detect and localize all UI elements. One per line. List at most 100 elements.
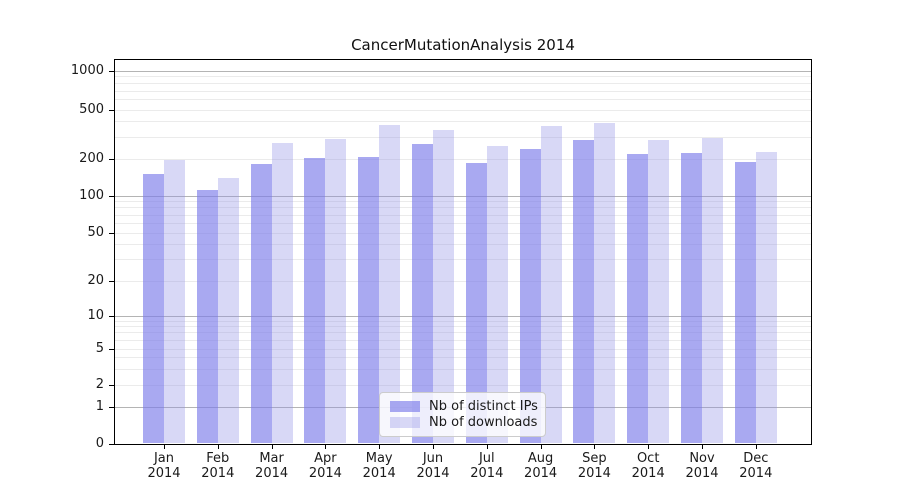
legend-swatch bbox=[390, 417, 420, 429]
gridline-minor bbox=[115, 201, 811, 202]
x-tick-label: Oct 2014 bbox=[620, 451, 676, 481]
x-tick-label: Jun 2014 bbox=[405, 451, 461, 481]
x-tick-year: 2014 bbox=[255, 466, 289, 481]
bar-downloads bbox=[755, 152, 777, 443]
bar-downloads bbox=[217, 178, 239, 443]
gridline-minor bbox=[115, 340, 811, 341]
x-tick-mark bbox=[540, 445, 542, 449]
gridline-minor bbox=[115, 207, 811, 208]
y-tick-label: 2 bbox=[95, 377, 104, 392]
gridline-minor bbox=[115, 83, 811, 84]
x-tick-month: Mar bbox=[259, 451, 284, 466]
x-tick-mark bbox=[702, 445, 703, 449]
bar-downloads bbox=[379, 125, 401, 443]
bar-distinct-ips bbox=[627, 154, 649, 443]
x-tick-year: 2014 bbox=[524, 466, 558, 481]
x-tick-month: Aug bbox=[527, 451, 554, 466]
bar-distinct-ips bbox=[519, 148, 541, 443]
x-tick-year: 2014 bbox=[416, 466, 450, 481]
legend-label: Nb of downloads bbox=[429, 415, 538, 431]
x-tick-mark bbox=[433, 445, 434, 449]
x-tick-month: Sep bbox=[582, 451, 607, 466]
x-tick-month: Jun bbox=[422, 451, 444, 466]
y-tick-label: 1 bbox=[95, 399, 104, 414]
y-tick-label: 5 bbox=[95, 341, 104, 356]
legend: Nb of distinct IPs Nb of downloads bbox=[379, 392, 546, 437]
y-tick-label: 200 bbox=[79, 151, 104, 166]
legend-entry: Nb of distinct IPs bbox=[390, 398, 538, 415]
x-tick-month: May bbox=[365, 451, 393, 466]
x-tick-label: Nov 2014 bbox=[674, 451, 730, 481]
y-tick-mark bbox=[109, 407, 114, 408]
gridline-minor bbox=[115, 110, 811, 111]
bar-downloads bbox=[594, 123, 616, 443]
x-tick-mark bbox=[648, 445, 650, 449]
x-tick-label: Mar 2014 bbox=[244, 451, 300, 481]
y-tick-mark bbox=[109, 159, 114, 160]
x-tick-month: Nov bbox=[689, 451, 715, 466]
x-tick-mark bbox=[325, 445, 327, 449]
x-tick-mark bbox=[486, 445, 488, 449]
gridline-minor bbox=[115, 215, 811, 216]
bar-downloads bbox=[164, 159, 185, 443]
gridline-major bbox=[115, 71, 811, 72]
bar-downloads bbox=[540, 126, 562, 443]
x-tick-label: Sep 2014 bbox=[566, 451, 622, 481]
bar-distinct-ips bbox=[573, 140, 595, 443]
x-tick-year: 2014 bbox=[577, 466, 611, 481]
gridline-minor bbox=[115, 244, 811, 245]
x-tick-mark bbox=[755, 445, 757, 449]
y-tick-label: 500 bbox=[79, 102, 104, 117]
gridline-minor bbox=[115, 357, 811, 358]
y-tick-label: 0 bbox=[95, 436, 104, 451]
bar-distinct-ips bbox=[358, 156, 380, 443]
bar-downloads bbox=[702, 137, 723, 443]
bar-distinct-ips bbox=[465, 163, 487, 443]
x-tick-label: Apr 2014 bbox=[297, 451, 353, 481]
y-tick-label: 50 bbox=[87, 225, 104, 240]
x-tick-mark bbox=[164, 445, 165, 449]
y-tick-label: 10 bbox=[87, 308, 104, 323]
bar-distinct-ips bbox=[412, 144, 433, 443]
x-tick-month: Oct bbox=[636, 451, 660, 466]
gridline-minor bbox=[115, 99, 811, 100]
y-tick-label: 1000 bbox=[70, 63, 104, 78]
gridline-major bbox=[115, 316, 811, 317]
y-tick-mark bbox=[109, 316, 114, 317]
x-tick-year: 2014 bbox=[631, 466, 665, 481]
y-tick-label: 20 bbox=[87, 273, 104, 288]
x-tick-label: Jan 2014 bbox=[136, 451, 192, 481]
x-tick-year: 2014 bbox=[308, 466, 342, 481]
bar-distinct-ips bbox=[734, 162, 756, 443]
bar-downloads bbox=[271, 142, 293, 443]
gridline-minor bbox=[115, 332, 811, 333]
x-tick-year: 2014 bbox=[470, 466, 504, 481]
legend-swatch bbox=[390, 400, 420, 412]
bar-distinct-ips bbox=[196, 190, 218, 443]
x-tick-mark bbox=[217, 445, 219, 449]
x-tick-month: Dec bbox=[743, 451, 769, 466]
bar-distinct-ips bbox=[250, 163, 272, 443]
x-tick-year: 2014 bbox=[362, 466, 396, 481]
x-tick-month: Jan bbox=[153, 451, 175, 466]
legend-label: Nb of distinct IPs bbox=[429, 398, 538, 414]
legend-entry: Nb of downloads bbox=[390, 415, 538, 432]
y-tick-mark bbox=[109, 196, 114, 197]
x-tick-year: 2014 bbox=[739, 466, 773, 481]
gridline-minor bbox=[115, 223, 811, 224]
y-tick-mark bbox=[109, 349, 114, 350]
y-tick-label: 100 bbox=[79, 188, 104, 203]
gridline-minor bbox=[115, 326, 811, 327]
gridline-minor bbox=[115, 159, 811, 160]
bar-distinct-ips bbox=[143, 174, 164, 443]
y-tick-mark bbox=[109, 281, 114, 282]
bar-distinct-ips bbox=[304, 158, 326, 443]
x-tick-year: 2014 bbox=[201, 466, 235, 481]
gridline-minor bbox=[115, 385, 811, 386]
x-tick-year: 2014 bbox=[147, 466, 181, 481]
x-tick-label: Jul 2014 bbox=[459, 451, 515, 481]
chart-title: CancerMutationAnalysis 2014 bbox=[351, 36, 575, 54]
y-tick-mark bbox=[109, 110, 114, 111]
gridline-minor bbox=[115, 91, 811, 92]
